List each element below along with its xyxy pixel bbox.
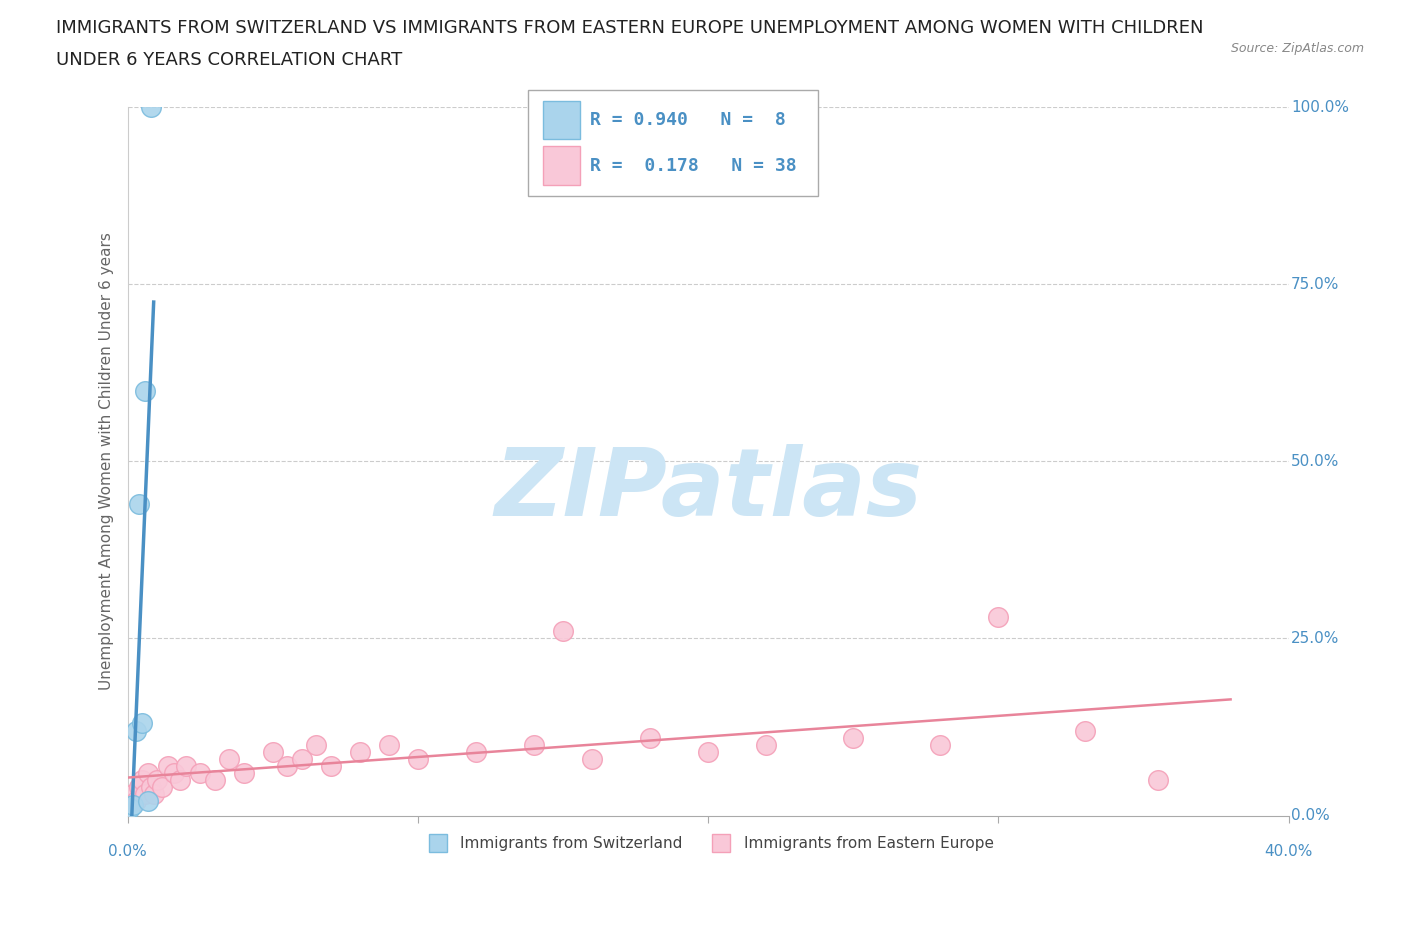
Legend: Immigrants from Switzerland, Immigrants from Eastern Europe: Immigrants from Switzerland, Immigrants … (416, 830, 1000, 857)
Text: R = 0.940   N =  8: R = 0.940 N = 8 (589, 111, 786, 129)
Point (122, 787, 145, 802)
Text: 0.0%: 0.0% (108, 844, 148, 859)
Point (142, 787, 165, 802)
Text: 50.0%: 50.0% (1291, 454, 1340, 469)
Point (378, 737, 401, 752)
Text: 0.0%: 0.0% (1291, 808, 1330, 823)
Point (262, 744, 284, 759)
Point (139, 779, 162, 794)
Point (120, 801, 142, 816)
Point (349, 744, 371, 759)
Point (1147, 773, 1170, 788)
Point (638, 730, 661, 745)
Text: IMMIGRANTS FROM SWITZERLAND VS IMMIGRANTS FROM EASTERN EUROPE UNEMPLOYMENT AMONG: IMMIGRANTS FROM SWITZERLAND VS IMMIGRANT… (56, 19, 1204, 36)
Point (125, 724, 148, 738)
Point (697, 744, 720, 759)
Point (464, 744, 486, 759)
Text: 25.0%: 25.0% (1291, 631, 1340, 646)
Point (125, 794, 148, 809)
Y-axis label: Unemployment Among Women with Children Under 6 years: Unemployment Among Women with Children U… (100, 232, 114, 690)
Point (163, 765, 186, 780)
Point (157, 759, 180, 774)
Point (169, 773, 191, 788)
FancyBboxPatch shape (543, 146, 581, 185)
Point (755, 737, 778, 752)
Point (131, 773, 153, 788)
Point (232, 765, 254, 780)
Point (134, 383, 156, 398)
Point (188, 765, 211, 780)
FancyBboxPatch shape (529, 89, 818, 196)
Point (319, 759, 342, 774)
Point (136, 765, 159, 780)
Point (1074, 724, 1097, 738)
Point (150, 779, 173, 794)
Point (581, 751, 603, 766)
Point (842, 730, 865, 745)
Text: Source: ZipAtlas.com: Source: ZipAtlas.com (1230, 42, 1364, 55)
Point (128, 497, 150, 512)
Text: 75.0%: 75.0% (1291, 277, 1340, 292)
Point (122, 798, 145, 813)
Point (523, 737, 546, 752)
Point (218, 751, 240, 766)
Point (406, 751, 429, 766)
Point (987, 610, 1010, 625)
Point (551, 624, 574, 639)
Point (174, 759, 197, 774)
Point (204, 773, 226, 788)
Text: 40.0%: 40.0% (1264, 844, 1313, 859)
Point (134, 787, 156, 802)
Point (145, 773, 167, 788)
Point (131, 716, 153, 731)
Text: UNDER 6 YEARS CORRELATION CHART: UNDER 6 YEARS CORRELATION CHART (56, 51, 402, 69)
FancyBboxPatch shape (543, 100, 581, 139)
Text: R =  0.178   N = 38: R = 0.178 N = 38 (589, 156, 796, 175)
Text: ZIPatlas: ZIPatlas (494, 444, 922, 536)
Point (305, 737, 328, 752)
Point (139, 100, 162, 114)
Point (291, 751, 314, 766)
Point (276, 759, 298, 774)
Point (128, 779, 150, 794)
Point (136, 794, 159, 809)
Point (929, 737, 952, 752)
Text: 100.0%: 100.0% (1291, 100, 1348, 114)
